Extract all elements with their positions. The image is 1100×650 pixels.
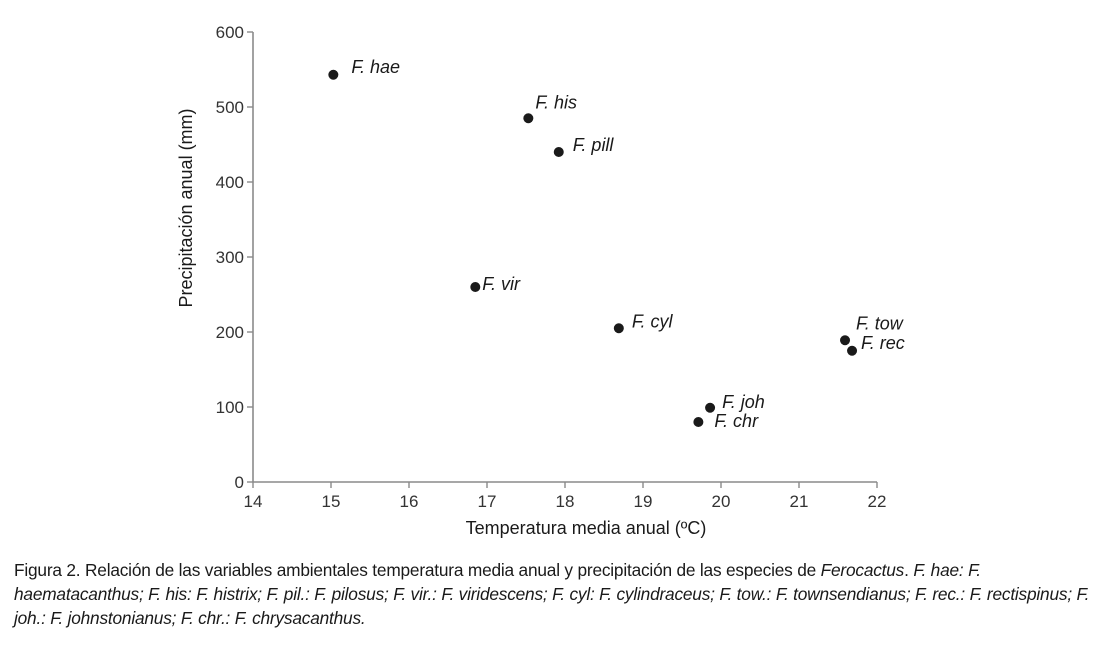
x-tick-label: 14 [244,492,263,511]
data-point-label: F. tow [856,313,904,333]
x-tick-label: 20 [712,492,731,511]
x-tick-label: 18 [556,492,575,511]
y-tick-label: 500 [216,98,244,117]
data-point-label: F. chr [714,411,759,431]
data-point-label: F. his [535,92,577,112]
y-tick-label: 0 [235,473,244,492]
y-tick-label: 400 [216,173,244,192]
caption-italic-text: F. hae: F. haematacanthus; F. his: F. hi… [14,560,1090,628]
caption-text: . [904,560,914,580]
y-tick-label: 300 [216,248,244,267]
data-point [328,69,339,80]
caption-italic-text: Ferocactus [820,560,905,580]
data-point-label: F. hae [351,57,400,77]
data-point-label: F. cyl [632,311,674,331]
scatter-chart: 0 100 200 300 400 500 600 14 15 16 17 18 19 20 21 22 F.… [176,23,905,538]
data-point-label: F. rec [861,333,905,353]
figure-caption: Figura 2. Relación de las variables ambi… [14,558,1094,630]
x-tick-label: 22 [868,492,887,511]
caption-text: Figura 2. Relación de las variables ambi… [14,560,821,580]
data-point [705,402,716,413]
axes: 0 100 200 300 400 500 600 14 15 16 17 18 19 20 21 22 [216,23,887,511]
x-tick-label: 16 [400,492,419,511]
y-tick-label: 200 [216,323,244,342]
data-point-label: F. pill [573,135,615,155]
x-tick-label: 17 [478,492,497,511]
data-point [470,282,481,292]
data-point-label: F. vir [482,274,521,294]
data-point [613,323,624,334]
x-tick-label: 15 [322,492,341,511]
data-point [523,113,534,124]
data-point [553,147,564,157]
y-tick-label: 100 [216,398,244,417]
data-point-label: F. joh [722,392,765,412]
x-tick-label: 19 [634,492,653,511]
x-tick-label: 21 [790,492,809,511]
data-point [693,417,704,427]
x-axis-label: Temperatura media anual (ºC) [466,518,707,538]
y-axis-label: Precipitación anual (mm) [176,108,196,307]
data-point [840,335,851,346]
y-tick-label: 600 [216,23,244,42]
data-point [847,345,858,356]
